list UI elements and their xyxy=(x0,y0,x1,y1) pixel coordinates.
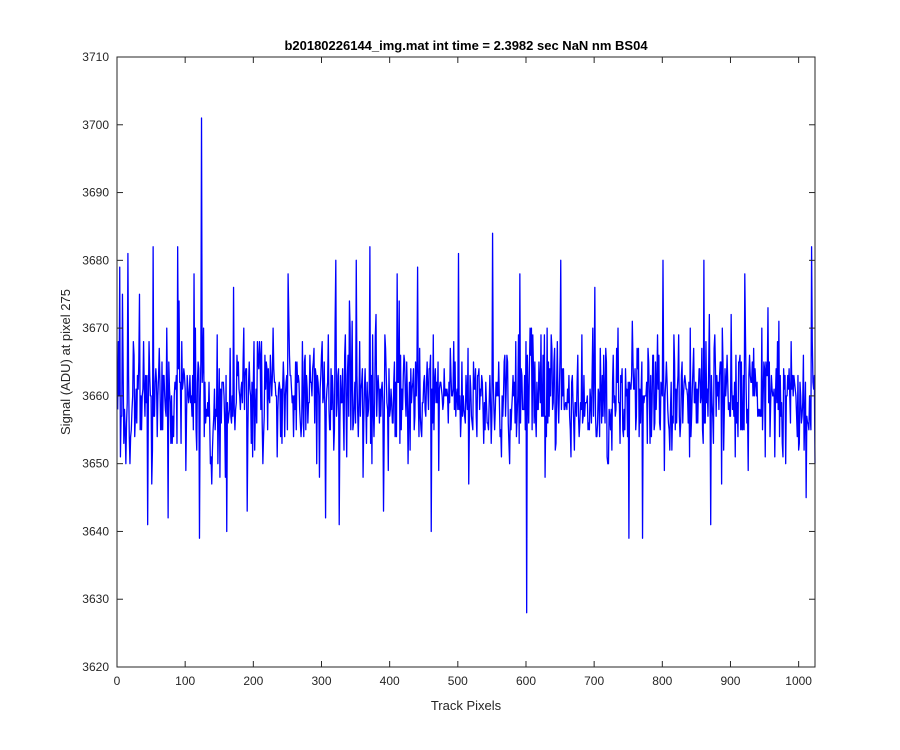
y-axis-label: Signal (ADU) at pixel 275 xyxy=(58,289,73,435)
y-tick-label: 3640 xyxy=(82,524,109,538)
x-axis-label: Track Pixels xyxy=(431,698,502,713)
x-tick-label: 1000 xyxy=(785,674,812,688)
series-line-0 xyxy=(117,117,816,614)
y-tick-label: 3650 xyxy=(82,457,109,471)
chart-title: b20180226144_img.mat int time = 2.3982 s… xyxy=(284,38,648,53)
plot-frame xyxy=(116,56,816,668)
x-tick-label: 0 xyxy=(114,674,121,688)
x-tick-label: 700 xyxy=(584,674,604,688)
y-tick-label: 3710 xyxy=(82,50,109,64)
tick-labels-group: 0 100 200 300 400 500 600 700 800 900 1000 3620 3630… xyxy=(82,50,812,688)
x-tick-label: 400 xyxy=(380,674,400,688)
ticks-group xyxy=(116,56,815,668)
y-tick-label: 3690 xyxy=(82,186,109,200)
x-tick-label: 200 xyxy=(243,674,263,688)
x-tick-label: 300 xyxy=(311,674,331,688)
y-tick-label: 3620 xyxy=(82,660,109,674)
y-tick-label: 3680 xyxy=(82,253,109,267)
x-tick-label: 500 xyxy=(448,674,468,688)
y-tick-label: 3700 xyxy=(82,118,109,132)
x-tick-label: 800 xyxy=(652,674,672,688)
x-tick-label: 600 xyxy=(516,674,536,688)
y-tick-label: 3660 xyxy=(82,389,109,403)
y-tick-label: 3630 xyxy=(82,592,109,606)
x-tick-label: 100 xyxy=(175,674,195,688)
y-tick-label: 3670 xyxy=(82,321,109,335)
x-tick-label: 900 xyxy=(720,674,740,688)
series-group xyxy=(117,117,816,614)
